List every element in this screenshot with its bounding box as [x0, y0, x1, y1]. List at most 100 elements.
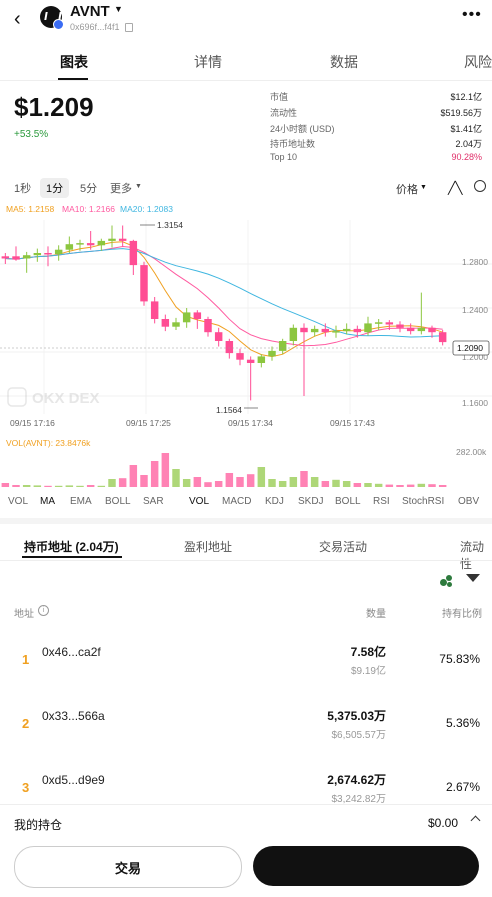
- y-tick: 1.2800: [462, 257, 488, 267]
- candle: [204, 319, 212, 333]
- interval-more[interactable]: 更多: [110, 183, 132, 195]
- candle: [342, 328, 351, 332]
- volume-bar: [374, 483, 383, 487]
- tab-holders[interactable]: 持币地址 (2.04万): [24, 540, 119, 554]
- indicator-rsi[interactable]: RSI: [373, 496, 390, 507]
- candle: [129, 240, 138, 266]
- volume-bar: [332, 479, 340, 487]
- tab-data[interactable]: 数据: [330, 54, 358, 70]
- volume-bar: [406, 484, 415, 487]
- tab-chart[interactable]: 图表: [60, 54, 88, 70]
- info-icon[interactable]: i: [38, 605, 49, 616]
- price-chart[interactable]: OKX DEX MA5: 1.2158 MA10: 1.2166 MA20: 1…: [0, 202, 492, 492]
- stat-value: $1.41亿: [450, 124, 482, 134]
- tab-details[interactable]: 详情: [194, 54, 222, 70]
- tab-risk[interactable]: 风险: [464, 54, 492, 70]
- current-price-value: 1.2090: [457, 343, 483, 353]
- stat-label: 24小时额 (USD): [270, 124, 335, 134]
- candle: [33, 253, 42, 256]
- indicator-boll[interactable]: BOLL: [105, 496, 131, 507]
- volume-bar: [278, 481, 287, 487]
- holder-amount: 2,674.62万: [327, 773, 386, 787]
- holder-address[interactable]: 0xd5...d9e9: [42, 773, 105, 787]
- candle: [214, 332, 223, 341]
- candle: [246, 359, 255, 363]
- indicator-obv[interactable]: OBV: [458, 496, 480, 507]
- volume-bar: [22, 485, 31, 487]
- holder-address[interactable]: 0x33...566a: [42, 709, 105, 723]
- stat-label: 市值: [270, 92, 289, 102]
- candle: [140, 265, 148, 302]
- tab-underline: [58, 78, 88, 80]
- candle: [12, 256, 20, 260]
- candle: [353, 328, 362, 333]
- holder-address[interactable]: 0x46...ca2f: [42, 645, 101, 659]
- volume-bar: [364, 483, 372, 487]
- candle: [97, 240, 106, 246]
- token-title[interactable]: AVNT: [70, 3, 110, 20]
- x-tick: 09/15 17:25: [126, 418, 171, 428]
- tab-trade-activity[interactable]: 交易活动: [319, 540, 368, 554]
- copy-icon[interactable]: [125, 23, 133, 32]
- volume-bar: [97, 485, 106, 487]
- candle: [118, 238, 127, 241]
- caret-down-icon[interactable]: ▼: [114, 4, 123, 14]
- indicator-boll-sub[interactable]: BOLL: [335, 496, 361, 507]
- settings-icon[interactable]: [474, 180, 486, 192]
- back-icon[interactable]: ‹: [14, 8, 21, 30]
- volume-bar: [246, 474, 255, 487]
- candle: [44, 253, 52, 255]
- volume-label: VOL(AVNT): 23.8476k: [6, 438, 91, 448]
- indicator-vol[interactable]: VOL: [8, 496, 29, 507]
- volume-max: 282.00k: [456, 447, 487, 457]
- volume-bar: [86, 485, 95, 487]
- indicator-icon[interactable]: ╱╲: [448, 181, 463, 195]
- indicator-ma[interactable]: MA: [40, 496, 55, 507]
- volume-bar: [129, 465, 138, 487]
- indicator-sar[interactable]: SAR: [143, 496, 164, 507]
- indicator-vol-sub[interactable]: VOL: [189, 496, 210, 507]
- indicator-macd[interactable]: MACD: [222, 496, 252, 507]
- trade-button[interactable]: 交易: [14, 846, 242, 888]
- my-holding-label: 我的持仓: [14, 818, 63, 832]
- primary-action-button[interactable]: [253, 846, 479, 886]
- indicator-ema[interactable]: EMA: [70, 496, 92, 507]
- indicator-kdj[interactable]: KDJ: [265, 496, 284, 507]
- volume-bar: [385, 484, 394, 487]
- interval-1s[interactable]: 1秒: [14, 183, 32, 195]
- y-tick: 1.2000: [462, 352, 488, 362]
- ma-lines: [5, 241, 443, 358]
- y-axis: 1.2800 1.2400 1.2000 1.1600: [462, 257, 488, 408]
- interval-1m[interactable]: 1分: [40, 178, 70, 198]
- indicator-skdj[interactable]: SKDJ: [298, 496, 324, 507]
- stat-top10: Top 10 90.28%: [270, 152, 482, 167]
- interval-5m[interactable]: 5分: [80, 183, 98, 195]
- caret-down-icon[interactable]: ▼: [420, 184, 427, 191]
- volume-bar: [172, 469, 180, 487]
- volume-bar: [65, 485, 74, 487]
- volume-bar: [12, 485, 20, 487]
- indicator-stochrsi[interactable]: StochRSI: [402, 496, 445, 507]
- ma10-label: MA10: 1.2166: [62, 204, 115, 214]
- stat-label: 持币地址数: [270, 139, 316, 149]
- chevron-down-icon[interactable]: ▼: [135, 183, 142, 190]
- my-holding-bar[interactable]: 我的持仓 $0.00: [0, 804, 492, 841]
- candle: [161, 319, 170, 327]
- holder-usd: $3,242.82万: [331, 794, 387, 805]
- main-tabs: 图表 详情 数据 风险: [0, 44, 492, 81]
- volume-bar: [118, 478, 127, 487]
- okx-logo-icon: [7, 387, 27, 407]
- high-marker: 1.3154: [140, 220, 183, 230]
- price-mode-select[interactable]: 价格: [396, 184, 418, 196]
- tab-profit-addresses[interactable]: 盈利地址: [184, 540, 233, 554]
- holder-tab-underline: [22, 556, 122, 558]
- bubble-map-icon[interactable]: [440, 575, 454, 587]
- more-icon[interactable]: •••: [462, 6, 482, 23]
- chevron-up-icon[interactable]: [470, 815, 481, 826]
- low-marker: 1.1564: [216, 405, 258, 415]
- volume-bar: [353, 483, 362, 487]
- ma10-line: [5, 245, 443, 347]
- tab-liquidity[interactable]: 流动性: [460, 540, 485, 571]
- filter-icon[interactable]: [466, 574, 480, 582]
- y-tick: 1.1600: [462, 398, 488, 408]
